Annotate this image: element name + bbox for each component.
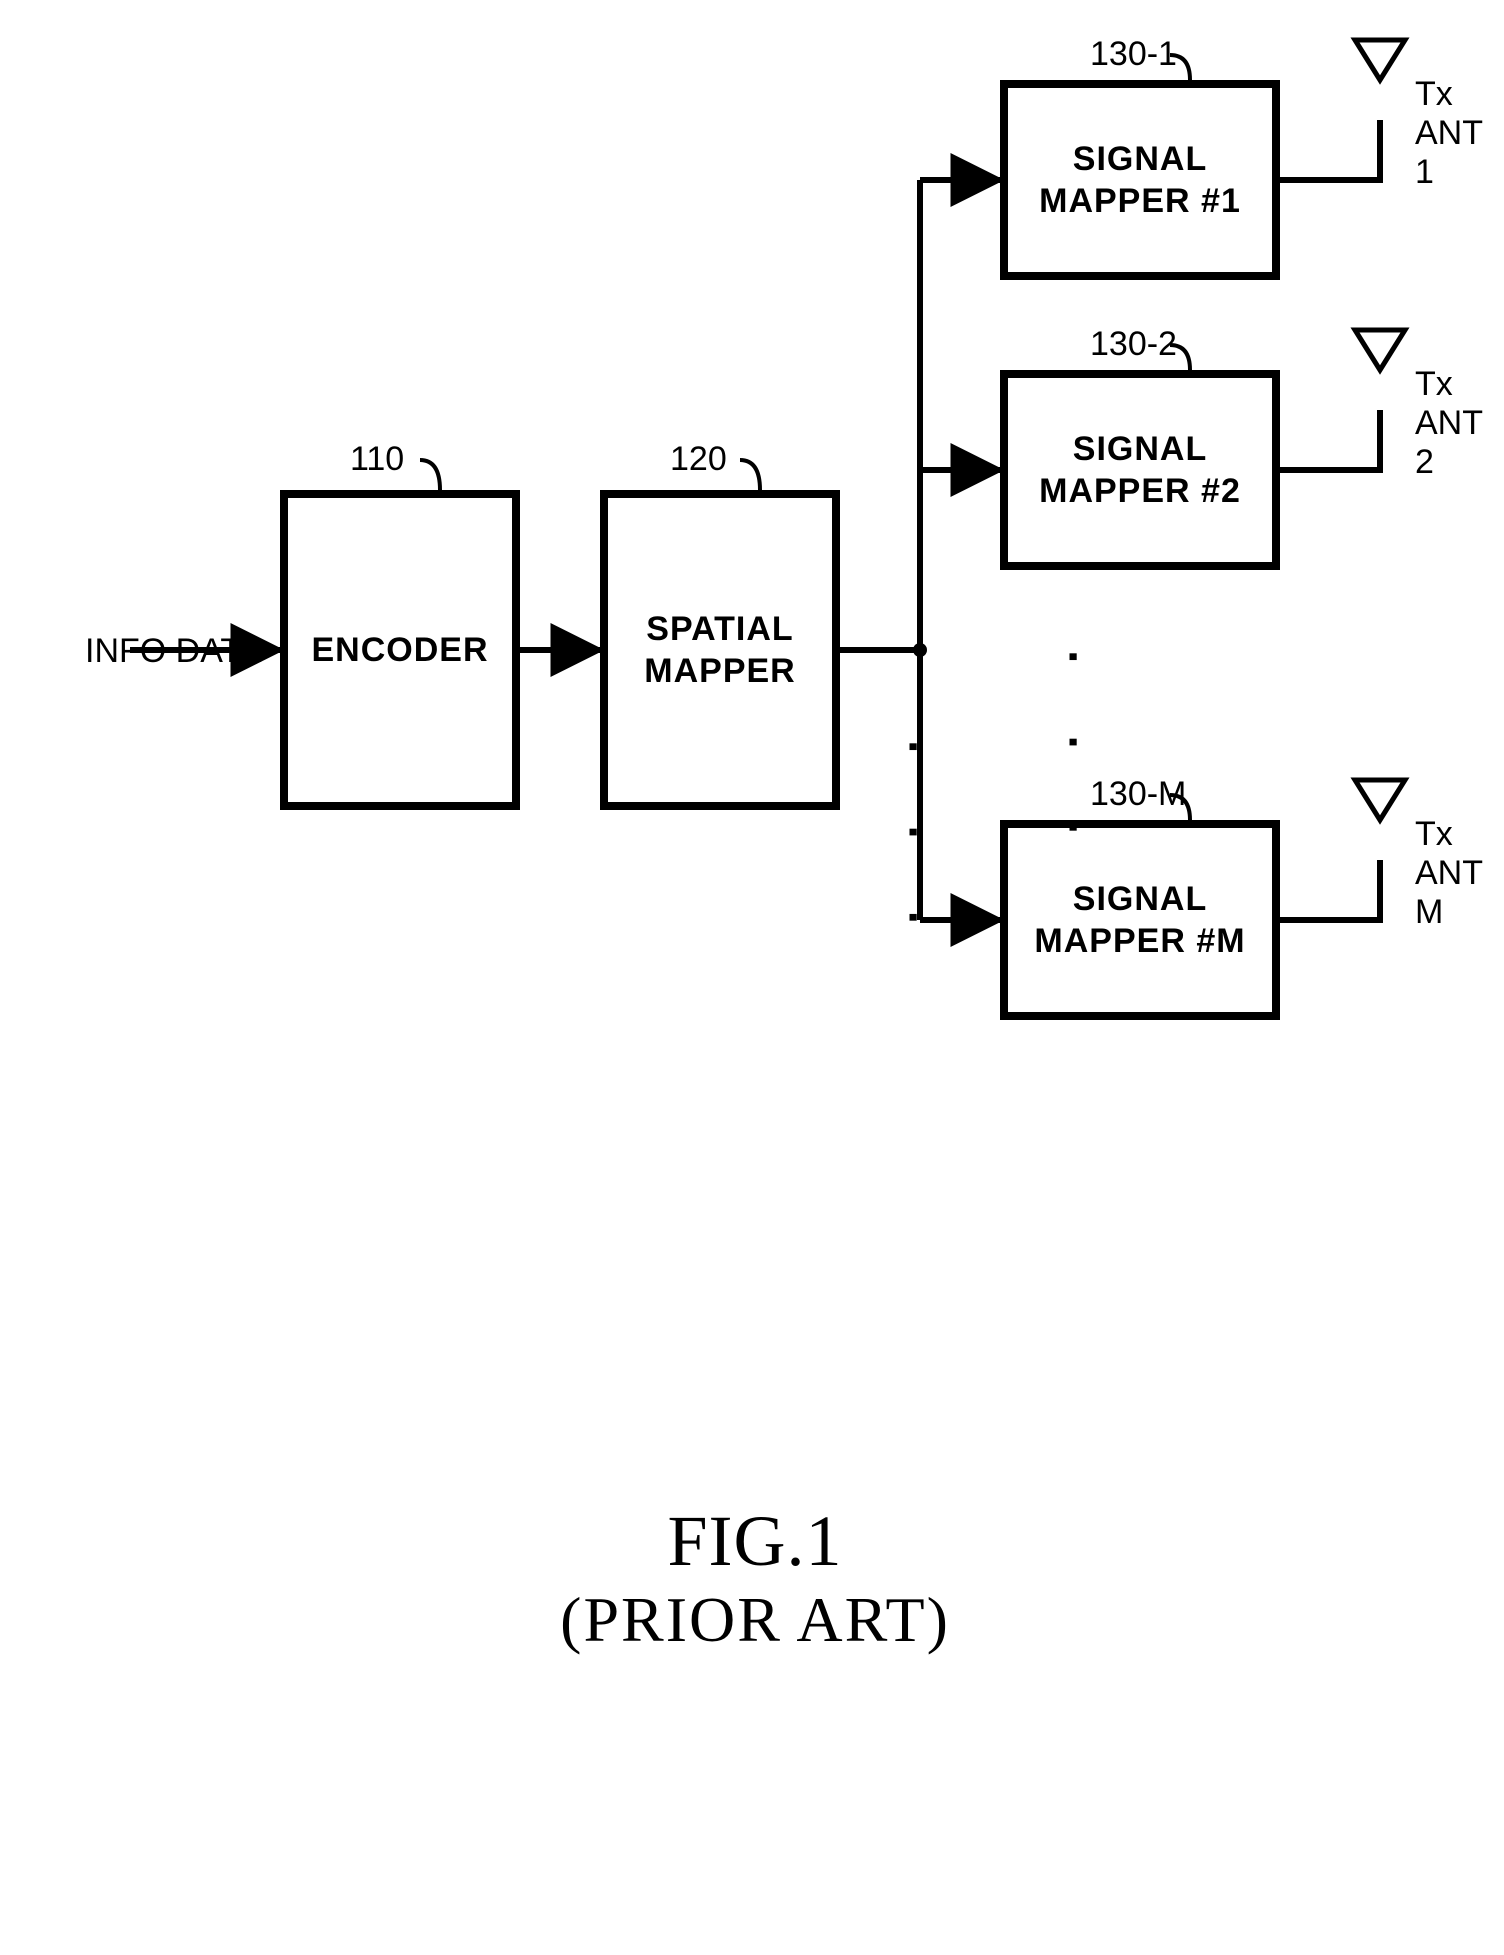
figure-number: FIG.1 bbox=[520, 1500, 990, 1583]
signal-mapper-m-block: SIGNAL MAPPER #M bbox=[1000, 820, 1280, 1020]
callout-tick bbox=[740, 460, 760, 490]
antenna-m-label: Tx ANT M bbox=[1415, 815, 1504, 932]
ref-signal-mapper-2: 130-2 bbox=[1090, 325, 1177, 364]
bus-junction bbox=[913, 643, 927, 657]
diagram-canvas: INFO DATA ENCODER SPATIAL MAPPER SIGNAL … bbox=[0, 0, 1504, 1955]
ref-encoder: 110 bbox=[350, 440, 404, 479]
encoder-text: ENCODER bbox=[311, 629, 488, 672]
encoder-block: ENCODER bbox=[280, 490, 520, 810]
signal-mapper-1-text-1: SIGNAL bbox=[1073, 138, 1207, 181]
figure-caption: FIG.1 (PRIOR ART) bbox=[520, 1500, 990, 1657]
wire-smm-to-antm bbox=[1280, 860, 1380, 920]
antenna-icon bbox=[1355, 330, 1405, 370]
signal-mapper-1-text-2: MAPPER #1 bbox=[1039, 180, 1241, 223]
signal-mapper-2-block: SIGNAL MAPPER #2 bbox=[1000, 370, 1280, 570]
signal-mapper-1-block: SIGNAL MAPPER #1 bbox=[1000, 80, 1280, 280]
antenna-1-label: Tx ANT 1 bbox=[1415, 75, 1504, 192]
figure-subtitle: (PRIOR ART) bbox=[520, 1583, 990, 1657]
wire-sm2-to-ant2 bbox=[1280, 410, 1380, 470]
signal-mapper-m-text-2: MAPPER #M bbox=[1034, 920, 1245, 963]
wire-sm1-to-ant1 bbox=[1280, 120, 1380, 180]
antenna-icon bbox=[1355, 40, 1405, 80]
antenna-icon bbox=[1355, 780, 1405, 820]
spatial-mapper-block: SPATIAL MAPPER bbox=[600, 490, 840, 810]
signal-mapper-2-text-2: MAPPER #2 bbox=[1039, 470, 1241, 513]
signal-mapper-m-text-1: SIGNAL bbox=[1073, 878, 1207, 921]
input-label: INFO DATA bbox=[85, 632, 261, 671]
ellipsis-bus: · · · bbox=[885, 740, 940, 955]
ref-spatial-mapper: 120 bbox=[670, 440, 727, 479]
ellipsis-blocks: · · · bbox=[1045, 650, 1100, 865]
spatial-mapper-text-1: SPATIAL bbox=[646, 608, 793, 651]
spatial-mapper-text-2: MAPPER bbox=[644, 650, 795, 693]
signal-mapper-2-text-1: SIGNAL bbox=[1073, 428, 1207, 471]
callout-tick bbox=[420, 460, 440, 490]
antenna-2-label: Tx ANT 2 bbox=[1415, 365, 1504, 482]
ref-signal-mapper-m: 130-M bbox=[1090, 775, 1186, 814]
ref-signal-mapper-1: 130-1 bbox=[1090, 35, 1177, 74]
